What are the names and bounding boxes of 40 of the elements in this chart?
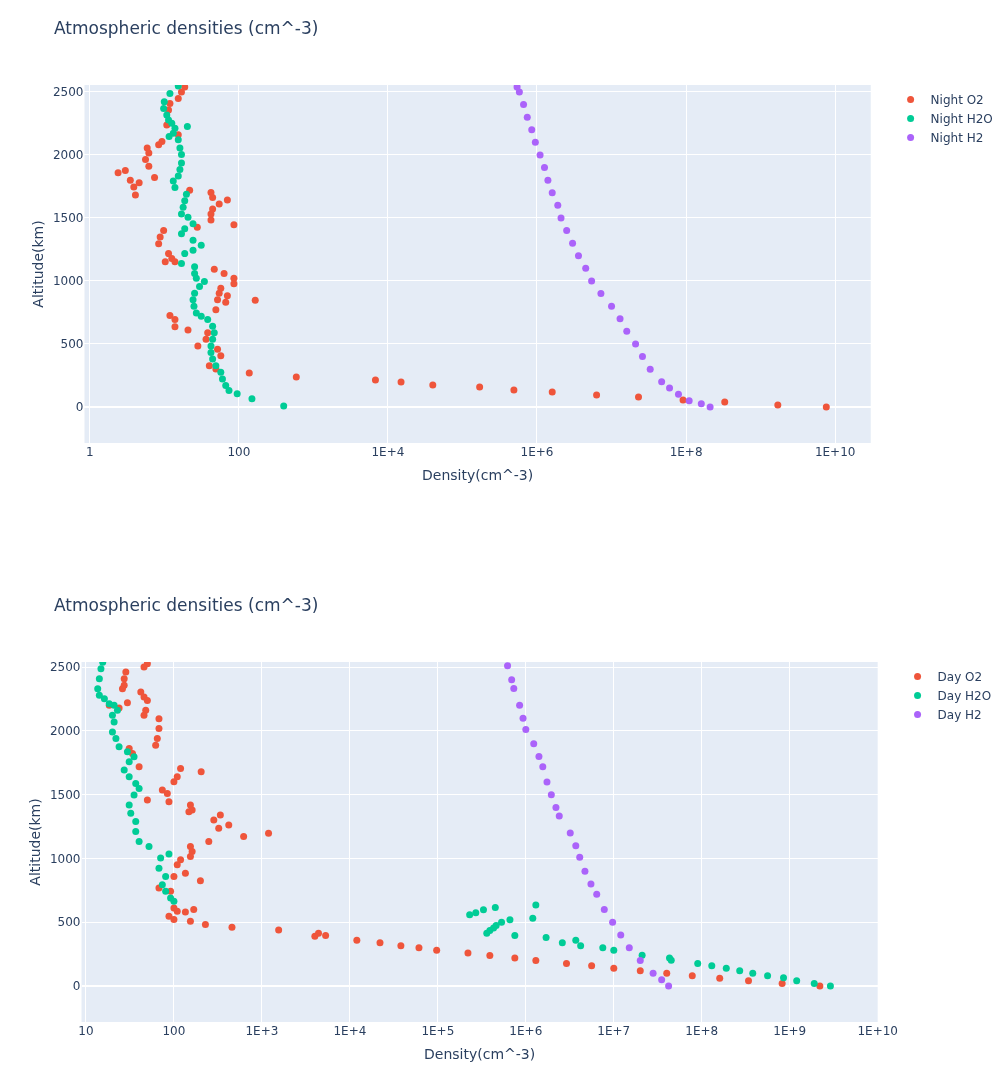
- y-axis-title: Altitude(km): [26, 798, 43, 886]
- x-tick-label: 1E+4: [333, 1024, 367, 1038]
- x-tick-label: 1E+8: [669, 445, 703, 459]
- y-tick-label: 0: [72, 979, 81, 994]
- legend-label: Night O2: [930, 93, 984, 108]
- y-tick-label: 1000: [49, 851, 81, 866]
- legend-label: Day H2: [937, 708, 982, 723]
- x-tick-label: 1E+9: [773, 1024, 807, 1038]
- x-tick-label: 100: [227, 445, 251, 459]
- y-tick-label: 1500: [49, 787, 81, 802]
- x-tick-label: 1E+10: [857, 1024, 898, 1038]
- x-tick-label: 10: [78, 1024, 94, 1038]
- x-axis-title: Density(cm^-3): [422, 467, 534, 484]
- legend-label: Night H2O: [930, 112, 993, 127]
- legend-label: Day O2: [937, 670, 983, 685]
- x-tick-label: 1E+6: [509, 1024, 543, 1038]
- x-tick-label: 1E+10: [814, 445, 856, 459]
- y-tick-label: 1500: [52, 211, 84, 226]
- x-tick-label: 1: [85, 445, 94, 459]
- y-tick-label: 2000: [52, 148, 84, 163]
- x-tick-label: 1E+4: [371, 445, 405, 459]
- chart-title: Atmospheric densities (cm^-3): [54, 595, 319, 615]
- x-tick-label: 1E+8: [685, 1024, 719, 1038]
- legend-label: Night H2: [930, 131, 984, 146]
- y-tick-label: 1000: [52, 274, 84, 289]
- x-tick-label: 1E+5: [421, 1024, 455, 1038]
- y-tick-label: 2500: [52, 85, 84, 100]
- x-tick-label: 100: [162, 1024, 186, 1038]
- x-tick-label: 1E+6: [520, 445, 554, 459]
- legend-label: Day H2O: [937, 689, 992, 704]
- y-tick-label: 2500: [49, 660, 81, 675]
- x-tick-label: 1E+7: [597, 1024, 631, 1038]
- x-tick-label: 1E+3: [245, 1024, 279, 1038]
- y-tick-label: 0: [75, 400, 84, 415]
- x-axis-title: Density(cm^-3): [424, 1046, 536, 1063]
- chart-title: Atmospheric densities (cm^-3): [54, 18, 319, 38]
- y-tick-label: 500: [57, 915, 81, 930]
- y-tick-label: 2000: [49, 724, 81, 739]
- y-axis-title: Altitude(km): [29, 220, 46, 308]
- y-tick-label: 500: [60, 337, 84, 352]
